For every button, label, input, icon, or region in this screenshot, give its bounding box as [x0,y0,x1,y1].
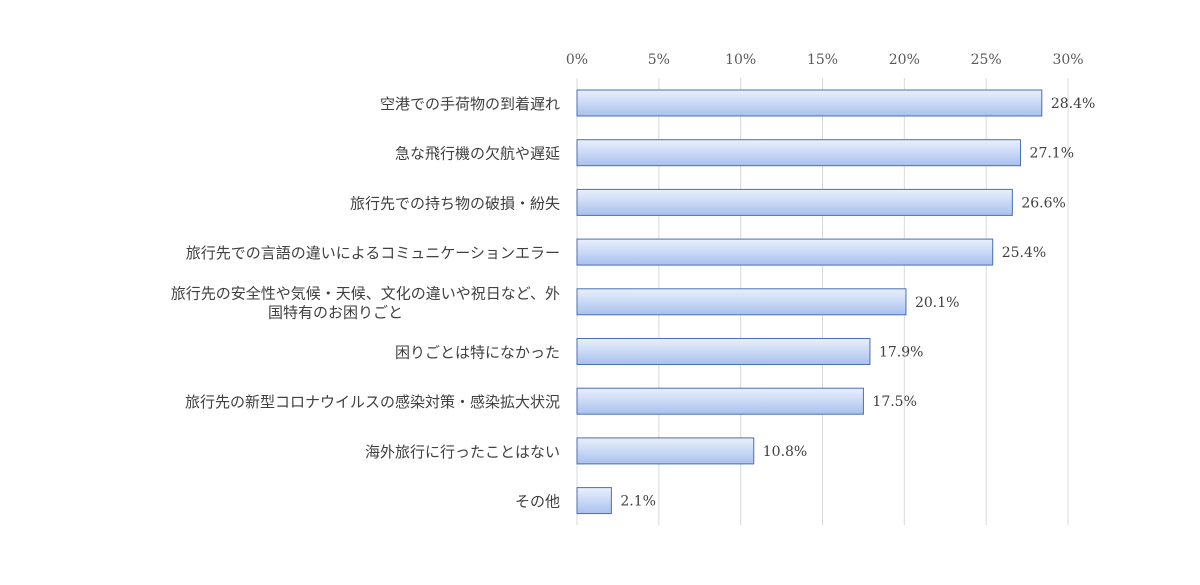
data-label: 10.8% [763,444,807,460]
bars [576,89,1043,515]
x-tick-label: 0% [566,52,588,68]
bar [576,437,755,465]
data-label: 2.1% [620,494,656,510]
category-label: 急な飛行機の欠航や遅延 [395,145,560,163]
bar [576,387,864,415]
category-label: 旅行先の安全性や気候・天候、文化の違いや祝日など、外国特有のお困りごと [171,284,560,321]
bar [576,487,612,515]
bar [576,238,994,266]
category-labels: 空港での手荷物の到着遅れ急な飛行機の欠航や遅延旅行先での持ち物の破損・紛失旅行先… [171,95,560,511]
data-label: 17.9% [879,345,923,361]
data-label: 17.5% [872,394,916,410]
data-label: 27.1% [1030,146,1074,162]
category-label: 旅行先の新型コロナウイルスの感染対策・感染拡大状況 [185,393,560,411]
bar [576,288,907,316]
data-label: 26.6% [1021,195,1065,211]
category-label: その他 [515,493,560,511]
x-tick-label: 25% [971,52,1002,68]
category-label: 空港での手荷物の到着遅れ [380,95,560,113]
x-tick-label: 10% [725,52,756,68]
data-label: 20.1% [915,295,959,311]
data-label: 25.4% [1002,245,1046,261]
bar [576,338,871,365]
data-labels: 28.4% 27.1% 26.6% 25.4% 20.1% 17.9% 17.5% 10.8%… [620,96,1095,510]
x-tick-label: 20% [889,52,920,68]
x-tick-label: 5% [648,52,670,68]
bar [576,89,1043,117]
bar [576,139,1022,167]
category-label: 旅行先での言語の違いによるコミュニケーションエラー [186,244,560,262]
category-label: 旅行先での持ち物の破損・紛失 [350,194,560,212]
category-label: 困りごとは特になかった [395,344,560,362]
x-tick-label: 30% [1052,52,1083,68]
x-tick-label: 15% [807,52,838,68]
data-label: 28.4% [1051,96,1095,112]
x-axis-ticks: 0% 5% 10% 15% 20% 25% 30% [566,52,1084,68]
category-label: 海外旅行に行ったことはない [365,443,560,461]
bar [576,188,1013,216]
